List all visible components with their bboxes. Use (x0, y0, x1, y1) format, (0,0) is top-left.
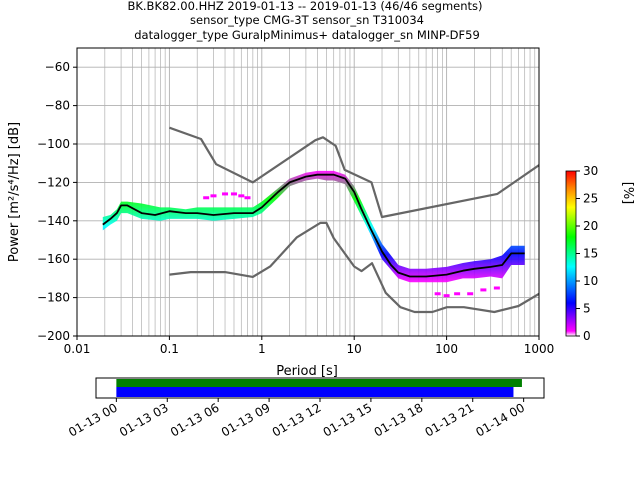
colorbar-tick-label: 20 (583, 219, 598, 233)
colorbar-tick-label: 0 (583, 329, 591, 343)
outlier-cell (230, 192, 237, 196)
ppsd-axes: 0.01 0.1 1 10 100 1000 −200 −180 −160 −140 −120 −1… (7, 47, 555, 379)
x-tick-label: 100 (435, 342, 458, 356)
colorbar-label: [%] (620, 182, 635, 205)
availability-bar-blue (116, 387, 514, 397)
outlier-cell (443, 294, 450, 298)
availability-tick-label: 01-13 18 (372, 400, 426, 439)
x-axis-label: Period [s] (276, 364, 338, 379)
series-high-noise-model (169, 126, 539, 219)
outlier-cell (467, 292, 474, 296)
availability-tick-label: 01-14 00 (473, 400, 527, 439)
availability-tick-label: 01-13 15 (321, 400, 375, 439)
y-tick-label: −180 (37, 291, 70, 305)
colorbar: 0 5 10 15 20 25 30 [%] (565, 164, 635, 343)
outlier-cell (210, 194, 217, 198)
availability-tick-label: 01-13 09 (219, 400, 273, 439)
density-band-area (102, 170, 525, 283)
availability-tick-label: 01-13 03 (117, 400, 171, 439)
colorbar-ticks: 0 5 10 15 20 25 30 (576, 164, 598, 343)
outlier-cell (244, 196, 251, 200)
colorbar-gradient (565, 170, 577, 337)
y-tick-label: −100 (37, 137, 70, 151)
plot-area (77, 48, 539, 336)
x-tick-label: 0.01 (64, 342, 91, 356)
outlier-cell (434, 292, 441, 296)
colorbar-tick-label: 30 (583, 164, 598, 178)
y-tick-label: −80 (45, 99, 70, 113)
availability-bar-green (116, 379, 522, 387)
y-tick-label: −60 (45, 60, 70, 74)
availability-tick-label: 01-13 06 (168, 400, 222, 439)
y-tick-label: −120 (37, 175, 70, 189)
plot-frame (76, 47, 540, 337)
title-line-1: BK.BK82.00.HHZ 2019-01-13 -- 2019-01-13 … (127, 0, 482, 13)
outlier-cell (480, 288, 487, 292)
colorbar-tick-label: 5 (583, 302, 591, 316)
series-low-noise-model (169, 221, 539, 314)
outlier-cell (222, 192, 229, 196)
colorbar-tick-label: 15 (583, 247, 598, 261)
title-line-2: sensor_type CMG-3T sensor_sn T310034 (190, 13, 424, 27)
availability-tick-label: 01-13 12 (270, 400, 324, 439)
colorbar-tick-label: 25 (583, 192, 598, 206)
outlier-cell (238, 194, 245, 198)
y-tick-label: −200 (37, 329, 70, 343)
series-lines (102, 126, 539, 314)
title-line-3: datalogger_type GuralpMinimus+ datalogge… (134, 28, 480, 42)
y-tick-label: −140 (37, 214, 70, 228)
colorbar-tick-label: 10 (583, 274, 598, 288)
outlier-cell (493, 286, 500, 290)
y-tick-label: −160 (37, 252, 70, 266)
density-band (102, 170, 525, 298)
grid-lines (76, 48, 539, 337)
x-tick-label: 0.1 (160, 342, 179, 356)
x-axis-ticks: 0.01 0.1 1 10 100 1000 (64, 336, 555, 356)
availability-tick-label: 01-13 00 (66, 400, 120, 439)
series-mean (102, 173, 525, 278)
y-axis-label: Power [m²/s⁴/Hz] [dB] (7, 122, 22, 262)
y-axis-ticks: −200 −180 −160 −140 −120 −100 −80 −60 (37, 60, 77, 343)
outlier-cell (203, 196, 210, 200)
x-tick-label: 1 (258, 342, 266, 356)
availability-bars (116, 379, 522, 397)
x-tick-label: 1000 (524, 342, 555, 356)
outlier-cell (454, 292, 461, 296)
availability-tick-label: 01-13 21 (423, 400, 477, 439)
x-tick-label: 10 (347, 342, 362, 356)
